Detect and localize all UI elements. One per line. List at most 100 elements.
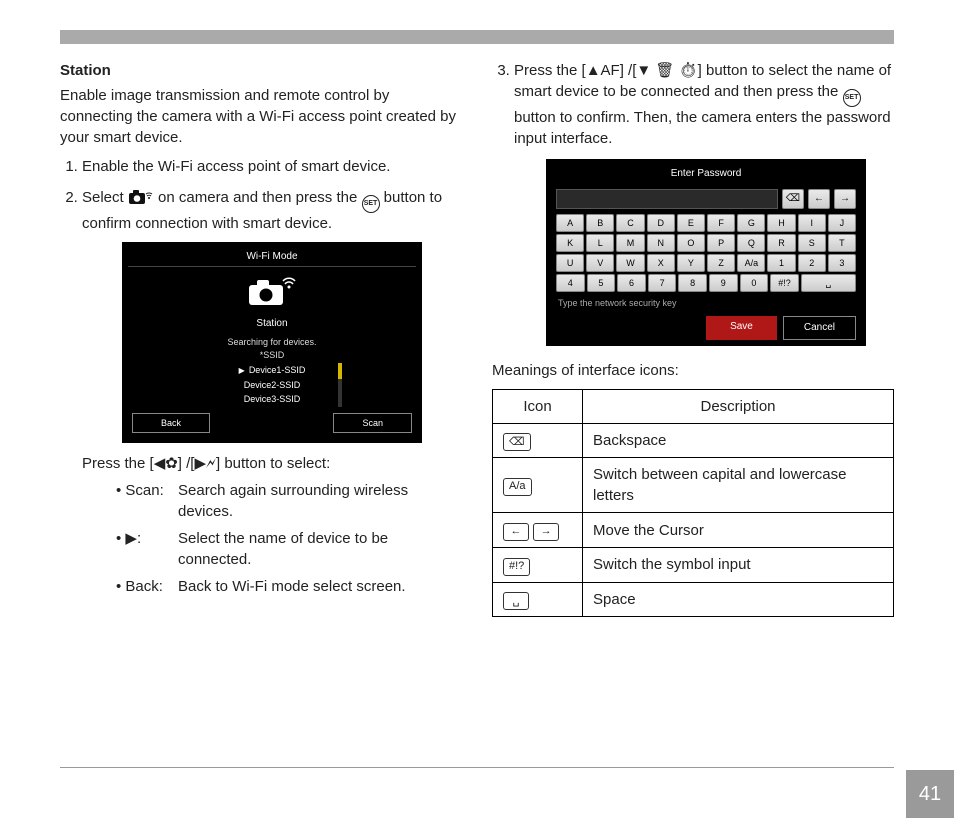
step-1-text: Enable the Wi-Fi access point of smart d… [82, 158, 390, 175]
device-2[interactable]: Device2-SSID [212, 378, 332, 393]
key-x[interactable]: X [647, 254, 675, 272]
bullet-play-val: Select the name of device to be connecte… [178, 528, 462, 570]
kbd-row-3: U V W X Y Z A/a 1 2 3 [556, 254, 856, 272]
step-2-b: on camera and then press the [158, 189, 361, 206]
key-q[interactable]: Q [737, 234, 765, 252]
key-5[interactable]: 5 [587, 274, 616, 292]
key-0[interactable]: 0 [740, 274, 769, 292]
bullet-scan-val: Search again surrounding wireless device… [178, 480, 462, 522]
key-i[interactable]: I [798, 214, 826, 232]
key-d[interactable]: D [647, 214, 675, 232]
cursor-right-key[interactable]: → [834, 189, 856, 209]
key-h[interactable]: H [767, 214, 795, 232]
key-7[interactable]: 7 [648, 274, 677, 292]
cell-sym-desc: Switch the symbol input [583, 547, 894, 582]
key-8[interactable]: 8 [678, 274, 707, 292]
left-column: Station Enable image transmission and re… [60, 60, 462, 617]
key-o[interactable]: O [677, 234, 705, 252]
backspace-icon: ⌫ [503, 433, 531, 451]
key-2[interactable]: 2 [798, 254, 826, 272]
key-z[interactable]: Z [707, 254, 735, 272]
key-m[interactable]: M [616, 234, 644, 252]
section-heading: Station [60, 60, 462, 81]
key-caps[interactable]: A/a [737, 254, 765, 272]
bullet-play: • ▶: Select the name of device to be con… [116, 528, 462, 570]
caps-icon: A/a [503, 478, 532, 496]
password-input[interactable] [556, 189, 778, 209]
right-steps: Press the [▲AF] /[▼ 🗑 ⏱] button to selec… [492, 60, 894, 346]
kbd-row-1: A B C D E F G H I J [556, 214, 856, 232]
arrow-right-icon: → [533, 523, 559, 541]
icon-meaning-table: Icon Description ⌫ Backspace A/a Switch … [492, 389, 894, 618]
cell-caps-desc: Switch between capital and lowercase let… [583, 458, 894, 513]
key-l[interactable]: L [586, 234, 614, 252]
device-scrollbar[interactable] [338, 363, 342, 407]
password-hint: Type the network security key [552, 297, 860, 310]
key-4[interactable]: 4 [556, 274, 585, 292]
key-9[interactable]: 9 [709, 274, 738, 292]
key-r[interactable]: R [767, 234, 795, 252]
cursor-left-key[interactable]: ← [808, 189, 830, 209]
key-b[interactable]: B [586, 214, 614, 232]
password-buttons: Save Cancel [552, 316, 860, 340]
bullet-scan-key: • Scan: [116, 480, 178, 522]
wifi-screen-title: Wi-Fi Mode [128, 248, 416, 267]
key-c[interactable]: C [616, 214, 644, 232]
step-2-a: Select [82, 189, 128, 206]
key-g[interactable]: G [737, 214, 765, 232]
key-y[interactable]: Y [677, 254, 705, 272]
kbd-row-4: 4 5 6 7 8 9 0 #!? ␣ [556, 274, 856, 292]
bullet-back-key: • Back: [116, 576, 178, 597]
set-button-icon-2: SET [843, 89, 861, 107]
key-j[interactable]: J [828, 214, 856, 232]
key-3[interactable]: 3 [828, 254, 856, 272]
cell-move-desc: Move the Cursor [583, 513, 894, 548]
key-e[interactable]: E [677, 214, 705, 232]
device-list: Device1-SSID Device2-SSID Device3-SSID [212, 363, 332, 407]
row-caps: A/a Switch between capital and lowercase… [493, 458, 894, 513]
station-label: Station [128, 317, 416, 331]
symbol-icon: #!? [503, 558, 530, 576]
key-1[interactable]: 1 [767, 254, 795, 272]
key-f[interactable]: F [707, 214, 735, 232]
cell-move-icon: ← → [493, 513, 583, 548]
after-screen-text: Press the [◀✿] /[▶🗲] button to select: [82, 453, 462, 474]
bullet-list: • Scan: Search again surrounding wireles… [82, 480, 462, 597]
header-icon: Icon [493, 389, 583, 423]
cell-backspace-icon: ⌫ [493, 423, 583, 458]
key-6[interactable]: 6 [617, 274, 646, 292]
key-v[interactable]: V [586, 254, 614, 272]
backspace-key[interactable]: ⌫ [782, 189, 804, 209]
keyboard: A B C D E F G H I J K [552, 214, 860, 292]
key-u[interactable]: U [556, 254, 584, 272]
password-title: Enter Password [552, 165, 860, 183]
scan-button[interactable]: Scan [333, 413, 412, 434]
page-content: Station Enable image transmission and re… [60, 60, 894, 617]
cancel-button[interactable]: Cancel [783, 316, 856, 340]
key-s[interactable]: S [798, 234, 826, 252]
bullet-scan: • Scan: Search again surrounding wireles… [116, 480, 462, 522]
intro-paragraph: Enable image transmission and remote con… [60, 85, 462, 148]
key-w[interactable]: W [616, 254, 644, 272]
cell-space-desc: Space [583, 582, 894, 617]
save-button[interactable]: Save [706, 316, 777, 340]
key-t[interactable]: T [828, 234, 856, 252]
key-p[interactable]: P [707, 234, 735, 252]
key-space[interactable]: ␣ [801, 274, 856, 292]
device-1[interactable]: Device1-SSID [212, 363, 332, 378]
back-button[interactable]: Back [132, 413, 210, 434]
meanings-title: Meanings of interface icons: [492, 360, 894, 381]
row-move: ← → Move the Cursor [493, 513, 894, 548]
key-n[interactable]: N [647, 234, 675, 252]
row-space: ␣ Space [493, 582, 894, 617]
space-icon: ␣ [503, 592, 529, 610]
key-a[interactable]: A [556, 214, 584, 232]
device-3[interactable]: Device3-SSID [212, 392, 332, 407]
key-k[interactable]: K [556, 234, 584, 252]
key-sym[interactable]: #!? [770, 274, 799, 292]
camera-wifi-icon [128, 188, 154, 212]
step-3: Press the [▲AF] /[▼ 🗑 ⏱] button to selec… [514, 60, 894, 346]
cell-space-icon: ␣ [493, 582, 583, 617]
bullet-back-val: Back to Wi-Fi mode select screen. [178, 576, 406, 597]
row-backspace: ⌫ Backspace [493, 423, 894, 458]
